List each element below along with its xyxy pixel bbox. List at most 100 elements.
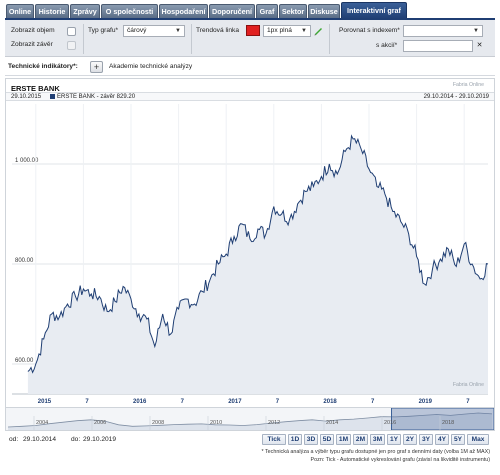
chart-plot-area[interactable]: 600.00 800.00 1 000.00 2015 7 2016 7 2017 7 2018 7…	[6, 102, 494, 407]
tab-interaktivni-graf[interactable]: Interaktivní graf	[341, 2, 407, 19]
to-date-field[interactable]: 29.10.2019	[83, 436, 117, 443]
zoom-5d-button[interactable]: 5D	[320, 434, 334, 445]
x-tick-label: 2016	[133, 399, 147, 405]
tab-bar: Online Historie Zprávy O společnosti Hos…	[0, 0, 500, 20]
watermark-bottom: Fabria Online	[452, 382, 484, 388]
x-tick-label: 7	[181, 399, 185, 405]
zoom-1d-button[interactable]: 1D	[288, 434, 302, 445]
tab-online[interactable]: Online	[6, 4, 34, 18]
navigator-year-label: 2012	[268, 420, 280, 426]
tab-zpravy[interactable]: Zprávy	[70, 4, 100, 18]
info-date: 29.10.2015	[11, 94, 42, 100]
add-indicator-button[interactable]: +	[90, 61, 103, 73]
navigator-line	[7, 412, 493, 428]
chart-type-label: Typ grafu*	[88, 27, 119, 34]
compare-stock-label: s akcií*	[376, 42, 398, 49]
chart-options-panel: Zobrazit objem Zobrazit závěr Typ grafu*…	[5, 20, 495, 57]
zoom-3y-button[interactable]: 3Y	[419, 434, 433, 445]
plus-icon: +	[93, 62, 100, 72]
chart-title: ERSTE BANK	[11, 84, 60, 93]
chevron-down-icon: ▼	[473, 28, 479, 34]
navigator-year-label: 2006	[94, 420, 106, 426]
zoom-4y-button[interactable]: 4Y	[435, 434, 449, 445]
technical-indicators-label: Technické indikátory*:	[8, 63, 78, 70]
navigator-selection[interactable]	[391, 408, 494, 430]
compare-index-label: Porovnat s indexem*	[339, 27, 400, 34]
show-volume-label: Zobrazit objem	[11, 27, 55, 34]
navigator-area	[8, 413, 492, 430]
x-tick-label: 2019	[419, 399, 433, 405]
tab-sektor[interactable]: Sektor	[279, 4, 307, 18]
tab-o-spolecnosti[interactable]: O společnosti	[101, 4, 158, 18]
pencil-icon[interactable]	[313, 25, 324, 36]
navigator-year-label: 2018	[442, 420, 454, 426]
tab-historie[interactable]: Historie	[35, 4, 69, 18]
chevron-down-icon: ▼	[175, 28, 181, 34]
watermark: Fabria Online	[452, 82, 484, 88]
range-navigator[interactable]: 2004 2006 2008 2010 2012 2014 2016 2018	[5, 407, 495, 431]
trend-line-label: Trendová linka	[196, 27, 240, 34]
technical-indicators-row: Technické indikátory*: + Akademie techni…	[5, 58, 495, 76]
show-close-checkbox[interactable]	[67, 41, 76, 50]
footnote-tick: Pozn: Tick - Automatické vykreslování gr…	[310, 457, 490, 463]
close-icon[interactable]: ✕	[476, 42, 483, 49]
trend-width-select[interactable]: 1px plná ▼	[263, 25, 311, 37]
footnote-analysis: * Technická analýza a výběr typu grafu d…	[261, 449, 490, 455]
y-tick-label: 1 000.00	[15, 158, 39, 164]
legend-label: ERSTE BANK - závěr 829.20	[57, 94, 136, 100]
navigator-year-label: 2008	[152, 420, 164, 426]
zoom-1m-button[interactable]: 1M	[336, 434, 351, 445]
chart-type-select[interactable]: čárový ▼	[123, 25, 185, 37]
x-tick-label: 7	[371, 399, 375, 405]
zoom-3d-button[interactable]: 3D	[304, 434, 318, 445]
divider	[191, 24, 192, 54]
show-close-label: Zobrazit závěr	[11, 41, 53, 48]
trend-color-swatch[interactable]	[246, 25, 260, 36]
zoom-2y-button[interactable]: 2Y	[403, 434, 417, 445]
legend-item: ERSTE BANK - závěr 829.20	[48, 93, 135, 101]
to-label: do:	[71, 436, 81, 443]
zoom-2m-button[interactable]: 2M	[353, 434, 368, 445]
chevron-down-icon: ▼	[301, 28, 307, 34]
navigator-year-label: 2010	[210, 420, 222, 426]
trend-width-value: 1px plná	[267, 27, 292, 34]
y-tick-label: 600.00	[15, 358, 34, 364]
navigator-year-label: 2014	[326, 420, 338, 426]
zoom-max-button[interactable]: Max	[467, 434, 489, 445]
x-tick-label: 7	[85, 399, 89, 405]
navigator-chart[interactable]: 2004 2006 2008 2010 2012 2014 2016 2018	[6, 408, 494, 430]
chart-type-value: čárový	[127, 27, 147, 34]
navigator-year-label: 2004	[36, 420, 48, 426]
tab-diskuse[interactable]: Diskuse	[308, 4, 340, 18]
zoom-tick-button[interactable]: Tick	[262, 434, 286, 445]
tab-hospodareni[interactable]: Hospodaření	[159, 4, 208, 18]
compare-stock-input[interactable]	[403, 40, 473, 52]
price-chart: ERSTE BANK Fabria Online 29.10.2015 ERST…	[5, 78, 495, 408]
show-volume-checkbox[interactable]	[67, 27, 76, 36]
x-tick-label: 2015	[38, 399, 52, 405]
tab-graf[interactable]: Graf	[256, 4, 278, 18]
tab-underline	[5, 18, 495, 20]
bottom-controls: od: 29.10.2014 do: 29.10.2019 Tick 1D 3D…	[5, 432, 495, 470]
zoom-1y-button[interactable]: 1Y	[387, 434, 401, 445]
tab-doporuceni[interactable]: Doporučení	[209, 4, 255, 18]
divider	[329, 24, 330, 54]
navigator-year-label: 2016	[384, 420, 396, 426]
from-date-field[interactable]: 29.10.2014	[23, 436, 57, 443]
from-label: od:	[9, 436, 19, 443]
academy-link[interactable]: Akademie technické analýzy	[109, 63, 193, 70]
series-area	[27, 135, 489, 394]
series-line	[27, 134, 489, 374]
x-tick-label: 2018	[323, 399, 337, 405]
legend-swatch	[50, 93, 55, 99]
zoom-5y-button[interactable]: 5Y	[451, 434, 465, 445]
divider	[83, 24, 84, 54]
x-tick-label: 7	[466, 399, 470, 405]
zoom-3m-button[interactable]: 3M	[370, 434, 385, 445]
x-tick-label: 2017	[228, 399, 242, 405]
chart-info-bar: 29.10.2015 ERSTE BANK - závěr 829.20 29.…	[6, 92, 494, 101]
y-tick-label: 800.00	[15, 258, 34, 264]
compare-index-select[interactable]: ▼	[403, 25, 483, 37]
x-tick-label: 7	[276, 399, 280, 405]
date-range: 29.10.2014 - 29.10.2019	[423, 94, 489, 100]
